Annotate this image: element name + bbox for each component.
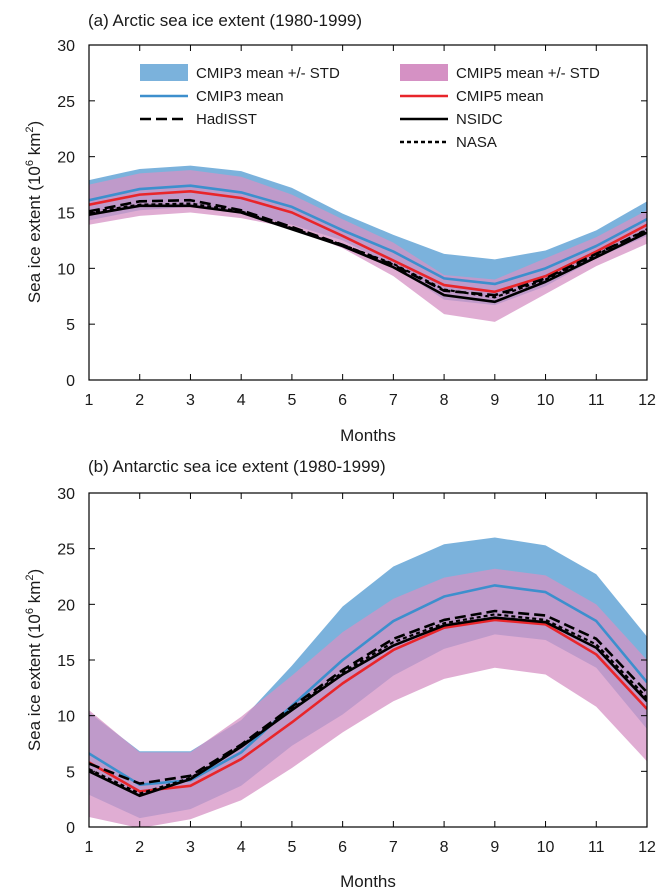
legend-label: HadISST — [196, 111, 257, 128]
panel-a-title: (a) Arctic sea ice extent (1980-1999) — [88, 11, 362, 30]
ytick-label: 15 — [57, 206, 75, 223]
legend-label: NASA — [456, 134, 497, 151]
xtick-label: 7 — [389, 392, 398, 409]
xtick-label: 4 — [237, 839, 246, 856]
ytick-label: 0 — [66, 820, 75, 837]
xtick-label: 2 — [135, 839, 144, 856]
panel-a-xlabel: Months — [340, 426, 396, 445]
ytick-label: 20 — [57, 597, 75, 614]
legend-label: CMIP5 mean +/- STD — [456, 65, 600, 82]
line-nasa — [89, 202, 647, 299]
xtick-label: 5 — [287, 839, 296, 856]
ytick-label: 5 — [66, 764, 75, 781]
panel-b-lines — [89, 584, 647, 798]
xtick-label: 11 — [588, 839, 605, 856]
band-cmip5 — [89, 170, 647, 322]
xtick-label: 8 — [440, 392, 449, 409]
xtick-label: 5 — [287, 392, 296, 409]
xtick-label: 8 — [440, 839, 449, 856]
legend-swatch — [400, 64, 448, 81]
band-cmip5 — [89, 568, 647, 827]
panel-b-bands — [89, 537, 647, 827]
ytick-label: 10 — [57, 261, 75, 278]
xtick-label: 3 — [186, 392, 195, 409]
ytick-label: 15 — [57, 653, 75, 670]
legend-swatch — [140, 64, 188, 81]
xtick-label: 1 — [85, 392, 94, 409]
xtick-label: 6 — [338, 392, 347, 409]
ytick-label: 30 — [57, 486, 75, 503]
ytick-label: 25 — [57, 542, 75, 559]
line-nasa — [89, 613, 647, 795]
legend-label: CMIP3 mean +/- STD — [196, 65, 340, 82]
legend-label: CMIP5 mean — [456, 88, 544, 105]
ytick-label: 5 — [66, 317, 75, 334]
line-nsidc — [89, 204, 647, 304]
xtick-label: 6 — [338, 839, 347, 856]
panel-a-bands — [89, 165, 647, 322]
panel-a-legend: CMIP3 mean +/- STD CMIP5 mean +/- STD CMIP… — [140, 64, 600, 151]
panel-a-ylabel: Sea ice extent (106 km2) — [24, 121, 44, 303]
line-nsidc — [89, 616, 647, 798]
line-cmip3-mean — [89, 184, 647, 286]
xtick-label: 9 — [490, 392, 499, 409]
line-cmip5-mean — [89, 618, 647, 793]
panel-antarctic: (b) Antarctic sea ice extent (1980-1999)… — [24, 457, 656, 890]
panel-arctic: (a) Arctic sea ice extent (1980-1999) 0 5… — [24, 11, 656, 445]
ytick-label: 20 — [57, 150, 75, 167]
panel-b-ylabel: Sea ice extent (106 km2) — [24, 569, 44, 751]
xtick-label: 3 — [186, 839, 195, 856]
ytick-label: 25 — [57, 94, 75, 111]
panel-a-lines — [89, 184, 647, 304]
xtick-label: 12 — [638, 839, 656, 856]
ytick-label: 10 — [57, 709, 75, 726]
xtick-label: 4 — [237, 392, 246, 409]
xtick-label: 7 — [389, 839, 398, 856]
legend-label: CMIP3 mean — [196, 88, 284, 105]
xtick-label: 10 — [537, 839, 555, 856]
line-cmip5-mean — [89, 189, 647, 294]
panel-b-xlabel: Months — [340, 872, 396, 890]
line-hadisst — [89, 609, 647, 785]
xtick-label: 10 — [537, 392, 555, 409]
legend-label: NSIDC — [456, 111, 503, 128]
xtick-label: 2 — [135, 392, 144, 409]
ytick-label: 30 — [57, 38, 75, 55]
ytick-label: 0 — [66, 373, 75, 390]
xtick-label: 9 — [490, 839, 499, 856]
xtick-label: 11 — [588, 392, 605, 409]
panel-b-title: (b) Antarctic sea ice extent (1980-1999) — [88, 457, 386, 476]
xtick-label: 12 — [638, 392, 656, 409]
xtick-label: 1 — [85, 839, 94, 856]
